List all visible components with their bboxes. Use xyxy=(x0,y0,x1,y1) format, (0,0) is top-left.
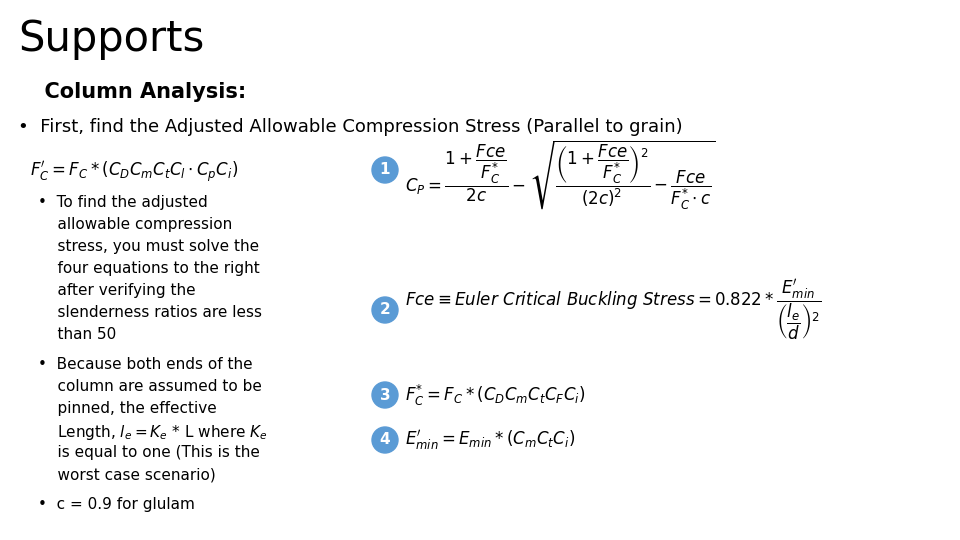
Circle shape xyxy=(372,427,398,453)
Text: $E^{\prime}_{min} = E_{min} * (C_m C_t C_i)$: $E^{\prime}_{min} = E_{min} * (C_m C_t C… xyxy=(405,428,575,452)
Text: 1: 1 xyxy=(380,163,391,178)
Text: $\mathit{Fce} \equiv \mathit{Euler\ Critical\ Buckling\ Stress} = 0.822 * \dfrac: $\mathit{Fce} \equiv \mathit{Euler\ Crit… xyxy=(405,278,822,343)
Text: is equal to one (This is the: is equal to one (This is the xyxy=(38,445,260,460)
Text: after verifying the: after verifying the xyxy=(38,283,196,298)
Text: •  To find the adjusted: • To find the adjusted xyxy=(38,195,207,210)
Text: 3: 3 xyxy=(380,388,391,402)
Text: $F_C^{\prime} = F_C * (C_D C_m C_t C_l \cdot C_p C_i)$: $F_C^{\prime} = F_C * (C_D C_m C_t C_l \… xyxy=(30,160,238,185)
Circle shape xyxy=(372,157,398,183)
Text: pinned, the effective: pinned, the effective xyxy=(38,401,217,416)
Text: than 50: than 50 xyxy=(38,327,116,342)
Text: $C_P = \dfrac{1 + \dfrac{Fce}{F_C^{*}}}{2c} - \sqrt{\dfrac{\left(1 + \dfrac{Fce}: $C_P = \dfrac{1 + \dfrac{Fce}{F_C^{*}}}{… xyxy=(405,138,716,212)
Text: slenderness ratios are less: slenderness ratios are less xyxy=(38,305,262,320)
Circle shape xyxy=(372,297,398,323)
Text: allowable compression: allowable compression xyxy=(38,217,232,232)
Text: Column Analysis:: Column Analysis: xyxy=(30,82,247,102)
Text: •  c = 0.9 for glulam: • c = 0.9 for glulam xyxy=(38,497,195,512)
Circle shape xyxy=(372,382,398,408)
Text: •  First, find the Adjusted Allowable Compression Stress (Parallel to grain): • First, find the Adjusted Allowable Com… xyxy=(18,118,683,136)
Text: stress, you must solve the: stress, you must solve the xyxy=(38,239,259,254)
Text: 2: 2 xyxy=(379,302,391,318)
Text: worst case scenario): worst case scenario) xyxy=(38,467,216,482)
Text: $F_C^{*} = F_C * (C_D C_m C_t C_F C_i)$: $F_C^{*} = F_C * (C_D C_m C_t C_F C_i)$ xyxy=(405,382,586,408)
Text: Length, $l_e = K_e$ * L where $K_e$: Length, $l_e = K_e$ * L where $K_e$ xyxy=(38,423,268,442)
Text: Supports: Supports xyxy=(18,18,204,60)
Text: 4: 4 xyxy=(380,433,391,448)
Text: four equations to the right: four equations to the right xyxy=(38,261,260,276)
Text: •  Because both ends of the: • Because both ends of the xyxy=(38,357,252,372)
Text: column are assumed to be: column are assumed to be xyxy=(38,379,262,394)
